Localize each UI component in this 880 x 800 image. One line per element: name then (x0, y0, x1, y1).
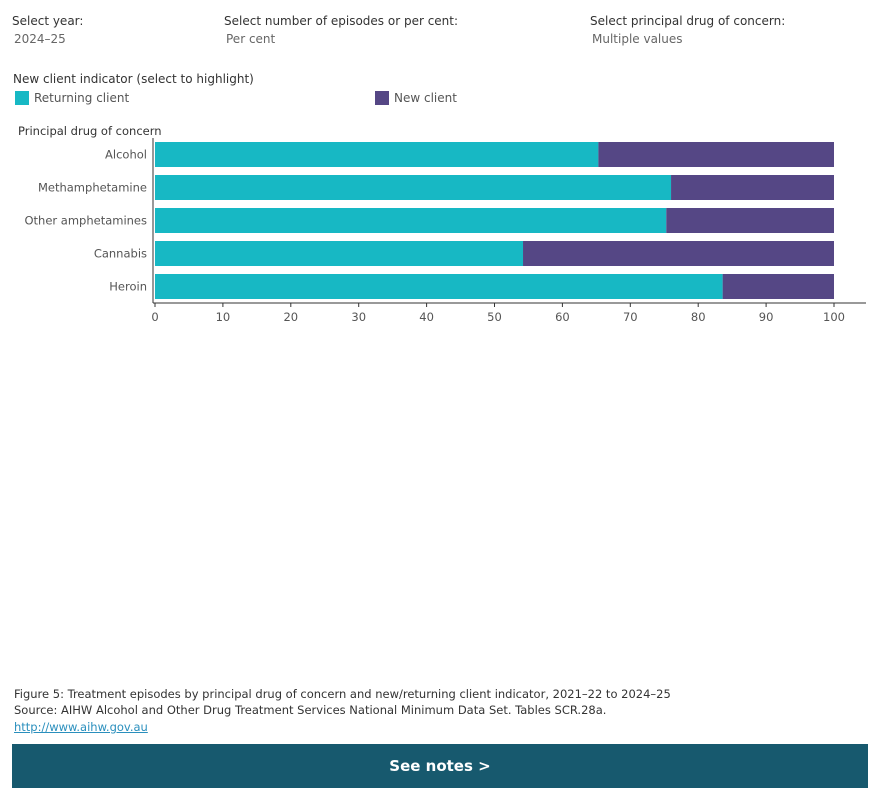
bar-new-client (671, 175, 834, 200)
stacked-bar-chart: Principal drug of concern Alcohol Methamph… (18, 124, 866, 324)
legend-swatch-new (375, 91, 389, 105)
bar-returning-client (155, 175, 672, 200)
source-text: Source: AIHW Alcohol and Other Drug Trea… (14, 703, 607, 717)
category-label: Heroin (109, 280, 147, 294)
x-tick-label: 90 (759, 310, 774, 324)
drug-filter-value[interactable]: Multiple values (592, 32, 683, 46)
bar-new-client (598, 142, 834, 167)
category-label: Cannabis (94, 247, 147, 261)
x-tick-label: 20 (283, 310, 298, 324)
x-tick-label: 40 (419, 310, 434, 324)
bar-returning-client (155, 208, 667, 233)
x-tick-label: 30 (351, 310, 366, 324)
measure-filter[interactable]: Select number of episodes or per cent: P… (224, 14, 458, 46)
x-tick-label: 60 (555, 310, 570, 324)
bar-new-client (666, 208, 834, 233)
bar-returning-client (155, 142, 599, 167)
measure-filter-value[interactable]: Per cent (226, 32, 276, 46)
measure-filter-label: Select number of episodes or per cent: (224, 14, 459, 28)
year-filter-value[interactable]: 2024–25 (14, 32, 66, 46)
legend-label-new: New client (394, 91, 457, 105)
figure-caption: Figure 5: Treatment episodes by principa… (14, 687, 671, 701)
category-label: Other amphetamines (24, 214, 147, 228)
drug-filter-label: Select principal drug of concern: (590, 14, 786, 28)
x-tick-label: 50 (487, 310, 502, 324)
legend-label-returning: Returning client (34, 91, 130, 105)
x-tick-label: 100 (823, 310, 845, 324)
y-axis-title: Principal drug of concern (18, 124, 162, 138)
year-filter[interactable]: Select year: 2024–25 (12, 14, 83, 46)
bar-returning-client (155, 274, 723, 299)
x-tick-label: 80 (691, 310, 706, 324)
bar-new-client (523, 241, 834, 266)
legend-swatch-returning (15, 91, 29, 105)
legend-item-returning-client[interactable]: Returning client (15, 90, 129, 106)
x-tick-label: 10 (216, 310, 231, 324)
see-notes-button[interactable]: See notes > (12, 744, 868, 788)
x-tick-label: 0 (151, 310, 158, 324)
legend-title: New client indicator (select to highligh… (13, 72, 254, 86)
aihw-link[interactable]: http://www.aihw.gov.au (14, 720, 148, 734)
category-label: Methamphetamine (38, 181, 147, 195)
category-label: Alcohol (105, 148, 147, 162)
bar-new-client (722, 274, 834, 299)
drug-filter[interactable]: Select principal drug of concern: Multip… (590, 14, 785, 46)
legend-item-new-client[interactable]: New client (375, 90, 457, 106)
bar-returning-client (155, 241, 524, 266)
year-filter-label: Select year: (12, 14, 84, 28)
x-tick-label: 70 (623, 310, 638, 324)
